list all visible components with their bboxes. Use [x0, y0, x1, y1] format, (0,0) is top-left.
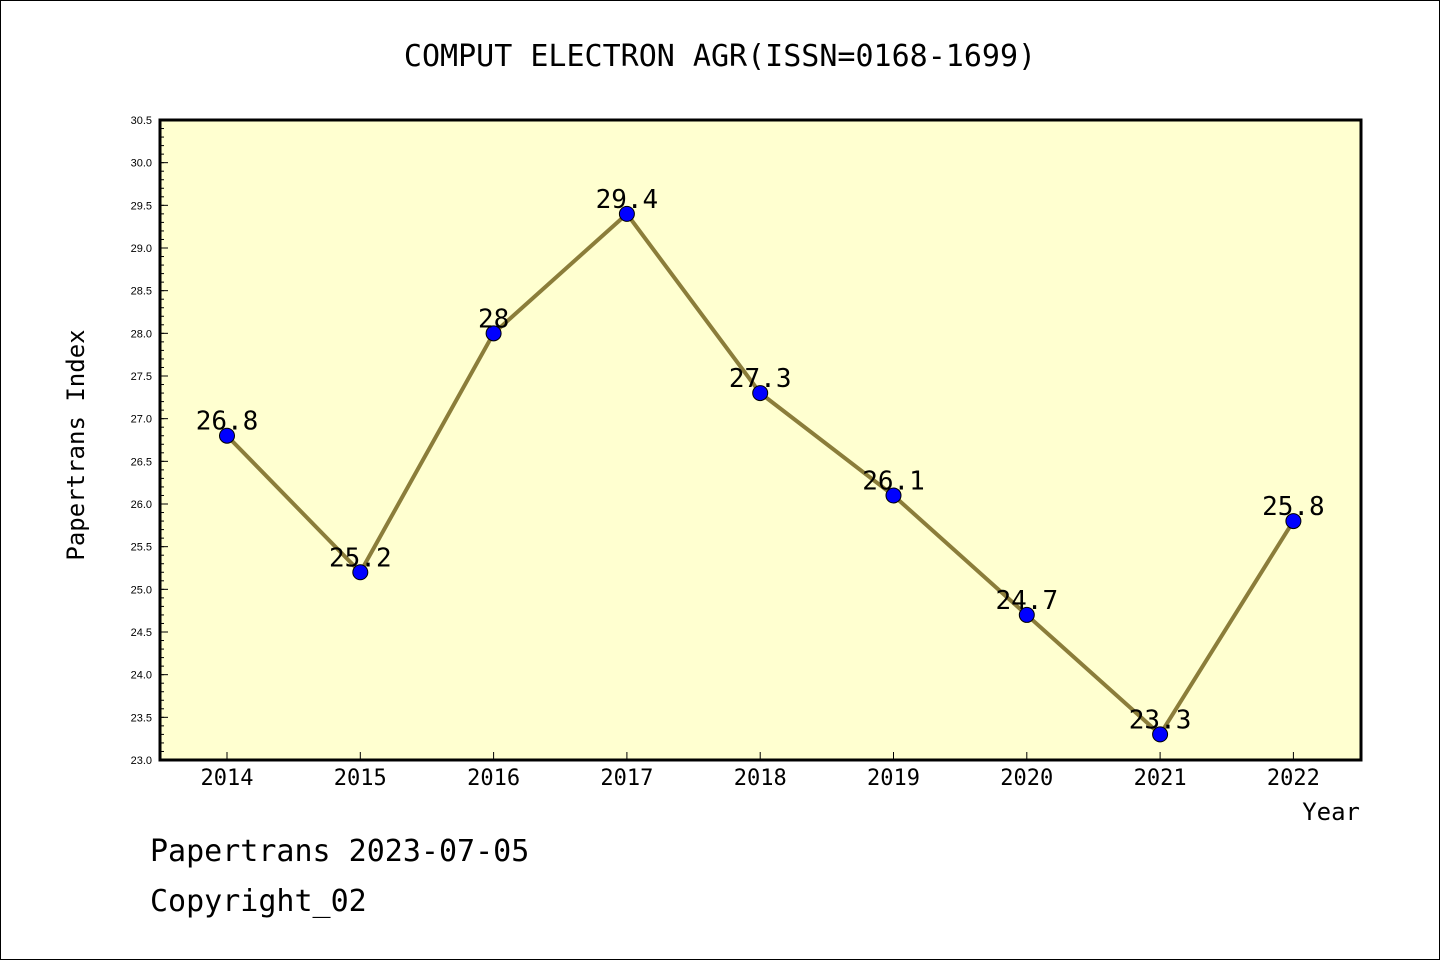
data-point	[485, 325, 502, 342]
x-tick-label: 2015	[334, 766, 387, 791]
data-point	[885, 487, 902, 504]
plot-area	[158, 118, 1363, 762]
data-point	[352, 564, 369, 581]
y-tick-label: 29.5	[131, 200, 152, 212]
data-label: 25.2	[329, 543, 392, 573]
y-tick-label: 26.0	[131, 499, 152, 511]
data-label: 28	[478, 304, 509, 334]
y-tick-label: 28.0	[131, 328, 152, 340]
y-axis-ticks: 23.0 23.5 24.0 24.5 25.0 25.5 26.0 26.5 27.0 27.5…	[131, 115, 168, 767]
series-group	[219, 205, 1302, 743]
x-axis-label: Year	[1302, 798, 1360, 826]
y-tick-label: 24.0	[131, 670, 152, 682]
y-tick-label: 23.0	[131, 755, 152, 767]
y-tick-label: 30.0	[131, 158, 152, 170]
data-point	[1152, 726, 1169, 743]
data-label: 26.8	[196, 407, 259, 437]
footer-date-text: Papertrans 2023-07-05	[150, 834, 530, 869]
x-tick-label: 2018	[734, 766, 787, 791]
data-point	[752, 385, 769, 402]
data-label: 26.1	[862, 466, 925, 496]
data-point	[1285, 513, 1302, 530]
y-tick-label: 25.5	[131, 542, 152, 554]
y-tick-label: 25.0	[131, 584, 152, 596]
y-tick-label: 27.5	[131, 371, 152, 383]
x-tick-label: 2019	[867, 766, 920, 791]
data-point	[219, 427, 235, 444]
y-axis-label: Papertrans Index	[62, 329, 90, 560]
data-label: 25.8	[1262, 492, 1325, 522]
chart-title: COMPUT ELECTRON AGR(ISSN=0168-1699)	[404, 39, 1036, 74]
y-tick-label: 24.5	[131, 627, 152, 639]
x-tick-label: 2016	[467, 766, 520, 791]
x-tick-label: 2020	[1000, 766, 1053, 791]
x-axis-ticks: 2014 2015 2016 2017 2018 2019 2020 2021 2022	[201, 752, 1320, 791]
data-label: 29.4	[596, 185, 659, 215]
x-tick-label: 2014	[201, 766, 254, 791]
data-labels: 26.8 25.2 28 29.4 27.3 26.1 24.7 23.3 25.8	[196, 185, 1325, 736]
x-tick-label: 2017	[600, 766, 653, 791]
y-tick-label: 26.5	[131, 456, 152, 468]
y-tick-label: 23.5	[131, 712, 152, 724]
y-tick-label: 30.5	[131, 115, 152, 127]
data-label: 27.3	[729, 364, 792, 394]
x-tick-label: 2021	[1134, 766, 1187, 791]
y-tick-label: 27.0	[131, 414, 152, 426]
footer-copyright-text: Copyright_02	[150, 884, 367, 919]
x-tick-label: 2022	[1267, 766, 1320, 791]
y-tick-label: 28.5	[131, 286, 152, 298]
data-label: 24.7	[995, 586, 1058, 616]
y-tick-label: 29.0	[131, 243, 152, 255]
data-point	[1018, 606, 1035, 623]
data-label: 23.3	[1129, 705, 1192, 735]
data-point	[618, 205, 635, 222]
